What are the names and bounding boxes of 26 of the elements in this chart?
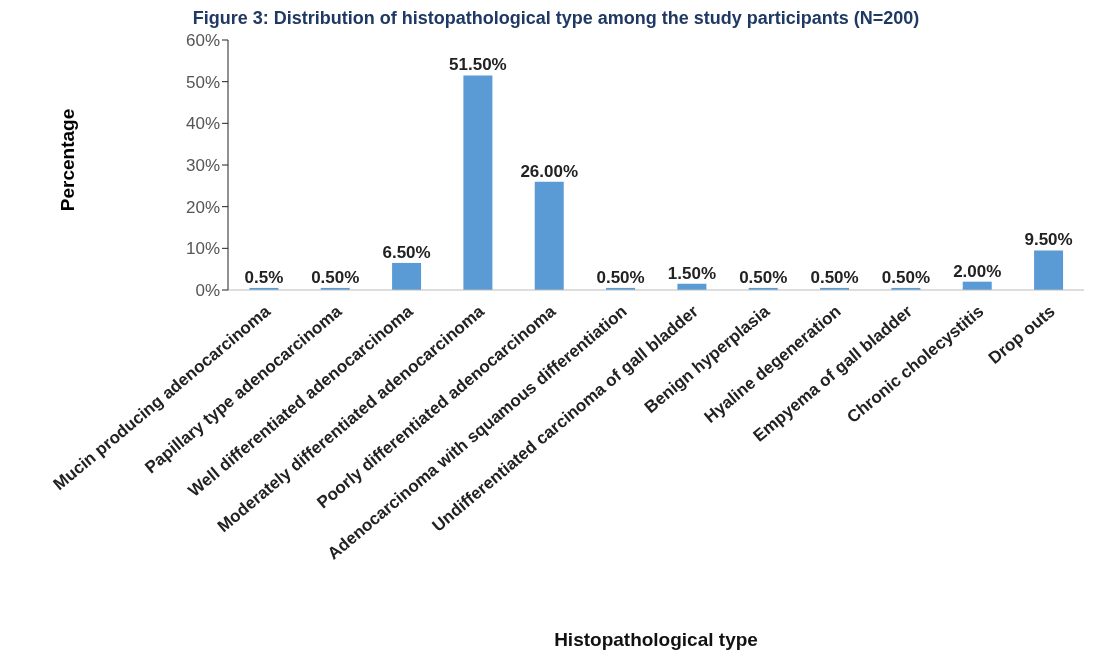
- data-label: 0.50%: [810, 267, 859, 287]
- bar: [1034, 250, 1064, 290]
- data-label: 0.50%: [596, 267, 645, 287]
- data-label: 51.50%: [449, 55, 507, 75]
- y-tick-label: 60%: [185, 31, 220, 51]
- data-label: 26.00%: [520, 161, 579, 181]
- data-label: 1.50%: [667, 263, 716, 283]
- y-tick-label: 30%: [185, 156, 220, 176]
- bar: [392, 262, 422, 290]
- data-label: 2.00%: [953, 261, 1002, 281]
- data-label: 0.50%: [881, 267, 930, 287]
- x-axis-title: Histopathological type: [554, 629, 758, 650]
- bar: [534, 181, 564, 290]
- data-label: 0.5%: [244, 267, 284, 287]
- y-axis-title: Percentage: [57, 108, 79, 212]
- chart-title: Figure 3: Distribution of histopathological type among the study participants (N=200): [191, 8, 921, 30]
- data-label: 6.50%: [382, 242, 431, 262]
- data-label: 0.50%: [311, 267, 360, 287]
- y-tick-label: 40%: [185, 114, 220, 134]
- y-tick-label: 0%: [195, 281, 220, 301]
- y-tick-label: 50%: [185, 72, 220, 92]
- y-tick-label: 20%: [185, 197, 220, 217]
- data-label: 0.50%: [739, 267, 788, 287]
- data-label: 9.50%: [1024, 230, 1073, 250]
- bar: [463, 75, 493, 290]
- y-tick-label: 10%: [185, 239, 220, 259]
